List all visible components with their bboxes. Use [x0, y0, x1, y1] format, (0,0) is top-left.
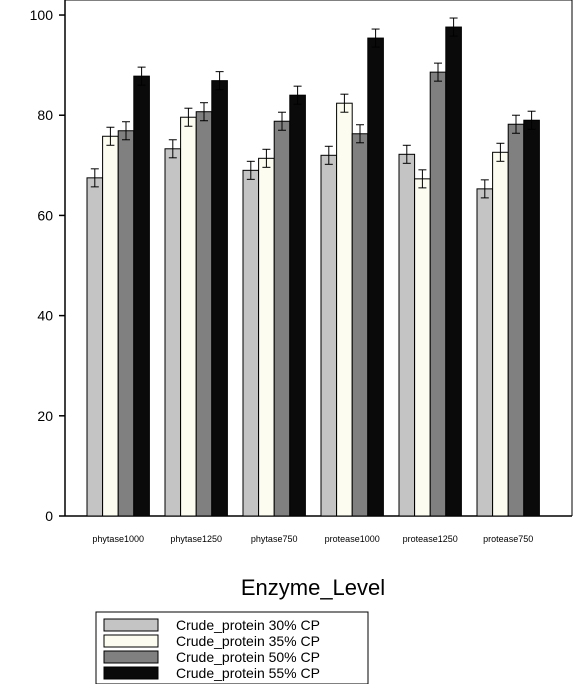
bar — [429, 71, 447, 517]
legend-swatch — [103, 618, 159, 632]
bars-layer — [86, 17, 540, 517]
bar — [164, 148, 182, 517]
bar — [211, 80, 228, 517]
x-tick-label: protease750 — [483, 534, 533, 544]
y-tick-label: 60 — [37, 207, 53, 223]
legend-label: Crude_protein 30% CP — [176, 617, 320, 633]
legend-swatch — [103, 650, 159, 664]
x-tick-label: phytase1000 — [92, 534, 144, 544]
legend-swatch — [103, 634, 159, 648]
bar — [86, 177, 104, 517]
bar — [476, 188, 494, 517]
x-tick-label: protease1250 — [403, 534, 458, 544]
y-tick-label: 100 — [30, 7, 54, 23]
y-tick-label: 80 — [37, 107, 53, 123]
bar — [367, 37, 384, 517]
bar — [273, 120, 291, 517]
bar — [492, 151, 509, 517]
y-tick-label: 40 — [37, 308, 53, 324]
bar — [289, 94, 306, 517]
bar — [195, 111, 213, 517]
x-tick-label: phytase1250 — [170, 534, 222, 544]
x-axis-ticks: phytase1000 phytase1250 phytase750 protease… — [92, 534, 533, 544]
legend-label: Crude_protein 50% CP — [176, 649, 320, 665]
bar — [507, 123, 525, 517]
y-axis-ticks: 0 20 40 60 80 100 — [30, 7, 65, 524]
bar — [523, 119, 540, 517]
bar — [180, 116, 197, 517]
bar — [336, 102, 353, 517]
bar — [242, 169, 260, 517]
bar — [320, 154, 338, 517]
bar — [351, 133, 369, 517]
bar — [398, 153, 416, 517]
legend-label: Crude_protein 35% CP — [176, 633, 320, 649]
x-axis-label: Enzyme_Level — [241, 575, 385, 600]
bar — [102, 135, 119, 517]
x-tick-label: protease1000 — [325, 534, 380, 544]
x-tick-label: phytase750 — [251, 534, 298, 544]
bar — [414, 178, 431, 517]
bar — [445, 26, 462, 517]
legend-label: Crude_protein 55% CP — [176, 665, 320, 681]
bar — [258, 157, 275, 517]
legend-swatch — [103, 666, 159, 680]
bar — [133, 75, 150, 517]
bar — [117, 130, 135, 517]
y-tick-label: 20 — [37, 408, 53, 424]
y-tick-label: 0 — [45, 508, 53, 524]
